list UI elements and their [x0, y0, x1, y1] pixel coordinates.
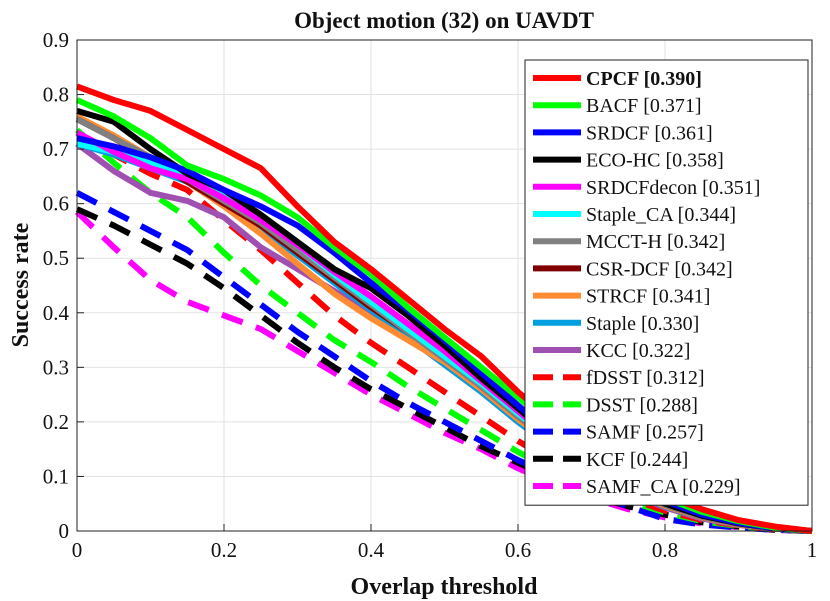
y-tick-label: 0.8 [43, 83, 69, 107]
y-tick-label: 0.5 [43, 246, 69, 270]
chart-title: Object motion (32) on UAVDT [294, 8, 594, 33]
y-axis-label: Success rate [8, 222, 34, 347]
x-tick-label: 0.4 [358, 538, 385, 562]
y-tick-label: 0.4 [43, 301, 70, 325]
y-tick-label: 0.6 [43, 192, 69, 216]
plot-area-border [76, 39, 813, 532]
legend: CPCF [0.390] BACF [0.371] SRDCF [0.361] ECO… [524, 59, 809, 506]
legend-label: BACF [0.371] [586, 95, 702, 117]
y-tick-label: 0.7 [43, 137, 69, 161]
legend-label: SRDCF [0.361] [586, 122, 713, 144]
legend-label: fDSST [0.312] [586, 367, 705, 389]
legend-label: CPCF [0.390] [586, 68, 702, 90]
legend-label: MCCT-H [0.342] [586, 231, 725, 253]
legend-label: SRDCFdecon [0.351] [586, 177, 760, 199]
legend-label: DSST [0.288] [586, 394, 698, 416]
x-tick-label: 1 [807, 538, 818, 562]
y-tick-label: 0.2 [43, 410, 69, 434]
y-tick-label: 0.1 [43, 464, 69, 488]
legend-label: STRCF [0.341] [586, 286, 710, 308]
y-tick-label: 0.3 [43, 355, 69, 379]
y-tick-label: 0 [59, 519, 70, 543]
legend-label: ECO-HC [0.358] [586, 150, 724, 172]
x-tick-label: 0 [72, 538, 83, 562]
y-axis-ticks: 0 0.1 0.2 0.3 0.4 0.5 0.6 0.7 0.8 0.9 [43, 28, 84, 543]
x-axis-ticks: 0 0.2 0.4 0.6 0.8 1 [72, 524, 818, 562]
x-axis-label: Overlap threshold [351, 574, 539, 600]
y-tick-label: 0.9 [43, 28, 69, 52]
legend-label: Staple [0.330] [586, 313, 699, 335]
legend-label: Staple_CA [0.344] [586, 204, 736, 226]
x-tick-label: 0.2 [211, 538, 237, 562]
legend-label: SAMF [0.257] [586, 422, 704, 444]
x-tick-label: 0.6 [505, 538, 531, 562]
series-line-samf [75, 190, 813, 534]
x-tick-label: 0.8 [652, 538, 678, 562]
legend-label: KCC [0.322] [586, 340, 690, 362]
legend-label: KCF [0.244] [586, 449, 688, 471]
legend-label: SAMF_CA [0.229] [586, 476, 740, 498]
legend-label: CSR-DCF [0.342] [586, 258, 733, 280]
